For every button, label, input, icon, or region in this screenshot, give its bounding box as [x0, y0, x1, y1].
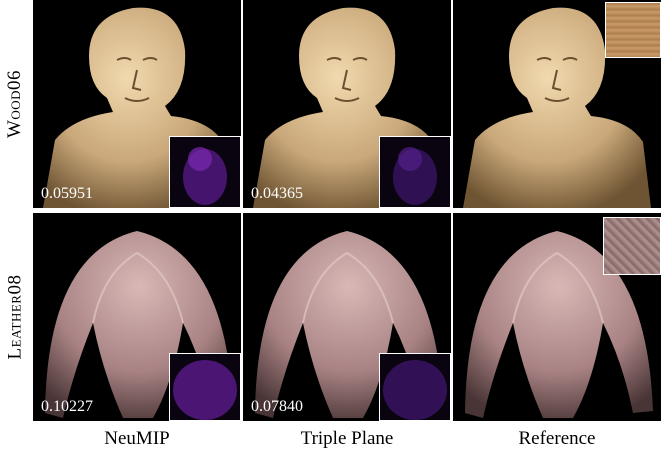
wood-neumip-metric: 0.05951 [41, 185, 93, 202]
leather-cloth-image [465, 231, 653, 418]
wood-reference-panel [453, 0, 661, 208]
row-label-leather: Leather08 [0, 213, 30, 421]
leather-neumip-error-map [169, 353, 241, 421]
row-label-wood-text: Wood06 [4, 69, 26, 139]
row-label-leather-text: Leather08 [4, 274, 25, 360]
leather-neumip-panel: 0.10227 [33, 213, 241, 421]
wood-tripleplane-metric: 0.04365 [251, 185, 303, 202]
leather-tripleplane-panel: 0.07840 [243, 213, 451, 421]
leather-tripleplane-error-map [379, 353, 451, 421]
column-label-neumip: NeuMIP [104, 428, 170, 449]
leather-cloth-image [255, 231, 443, 418]
wood-bust-image [463, 7, 651, 208]
wood-neumip-panel: 0.05951 [33, 0, 241, 208]
column-label-triple-plane: Triple Plane [300, 428, 394, 449]
leather-reference-panel [453, 213, 661, 421]
wood-texture-swatch [605, 2, 661, 58]
leather-cloth-image [45, 231, 233, 418]
row-label-wood: Wood06 [0, 0, 30, 208]
column-label-reference: Reference [518, 428, 596, 449]
leather-texture-swatch [603, 217, 661, 275]
leather-neumip-metric: 0.10227 [41, 398, 93, 415]
leather-tripleplane-metric: 0.07840 [251, 398, 303, 415]
wood-tripleplane-error-map [379, 136, 451, 208]
wood-tripleplane-panel: 0.04365 [243, 0, 451, 208]
wood-neumip-error-map [169, 136, 241, 208]
